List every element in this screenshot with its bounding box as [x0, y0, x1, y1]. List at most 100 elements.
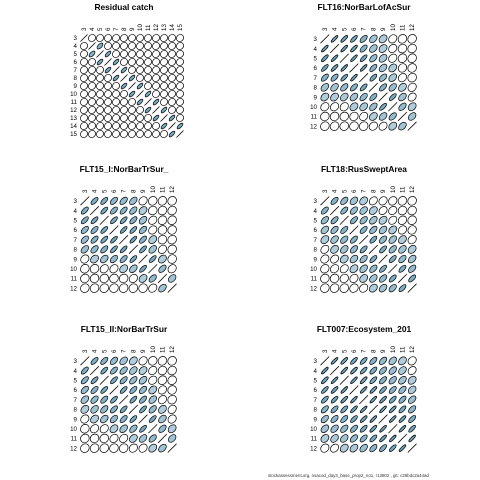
correlation-ellipse [129, 376, 138, 385]
correlation-ellipse [369, 366, 378, 375]
row-tick-label: 10 [310, 104, 317, 111]
correlation-ellipse [100, 245, 109, 254]
col-tick-label: 11 [159, 346, 166, 353]
correlation-ellipse [80, 424, 90, 434]
correlation-ellipse [100, 206, 109, 215]
correlation-ellipse [340, 386, 348, 394]
correlation-ellipse [148, 443, 158, 453]
col-tick-label: 8 [130, 349, 137, 353]
correlation-ellipse [359, 444, 368, 453]
correlation-ellipse [152, 58, 160, 66]
correlation-ellipse [168, 114, 176, 122]
correlation-ellipse [339, 121, 349, 131]
correlation-ellipse [109, 264, 119, 274]
correlation-ellipse [89, 273, 100, 284]
correlation-ellipse [129, 385, 138, 394]
correlation-ellipse [157, 244, 167, 254]
correlation-ellipse [379, 386, 387, 394]
correlation-ellipse [340, 83, 349, 92]
diagonal-mark [112, 66, 120, 74]
correlation-ellipse [340, 206, 349, 215]
correlation-ellipse [152, 98, 160, 106]
correlation-ellipse [350, 357, 358, 365]
correlation-ellipse [144, 114, 152, 122]
correlation-ellipse [88, 34, 96, 42]
diagonal-mark [407, 443, 417, 453]
correlation-ellipse [152, 114, 160, 122]
correlation-ellipse [144, 66, 152, 74]
correlation-ellipse [359, 44, 368, 53]
col-tick-label: 14 [169, 24, 176, 31]
correlation-ellipse [152, 74, 160, 82]
correlation-ellipse [129, 226, 138, 234]
correlation-panel-flt15-ii: FLT15_II:NorBarTrSur 3 4 5 6 7 8 9 10 11 12 3 4 5 6 7 8… [62, 324, 186, 458]
col-tick-label: 9 [140, 349, 147, 353]
correlation-ellipse [119, 366, 128, 375]
correlation-ellipse [148, 245, 157, 254]
diagonal-mark [109, 225, 119, 235]
correlation-ellipse [340, 424, 349, 433]
correlation-ellipse [136, 66, 144, 74]
correlation-ellipse [138, 443, 148, 453]
correlation-ellipse [388, 196, 398, 206]
correlation-ellipse [148, 235, 158, 244]
row-tick-label: 12 [70, 107, 77, 114]
correlation-ellipse [167, 365, 177, 376]
correlation-ellipse [398, 245, 407, 254]
correlation-ellipse [340, 357, 348, 365]
correlation-ellipse [330, 35, 339, 43]
row-tick-label: 9 [74, 416, 78, 423]
correlation-ellipse [120, 90, 128, 98]
col-tick-label: 4 [332, 349, 339, 353]
correlation-ellipse [120, 82, 128, 90]
correlation-ellipse [120, 58, 128, 66]
row-tick-label: 4 [314, 368, 318, 375]
correlation-ellipse [378, 196, 388, 206]
col-tick-label: 7 [361, 27, 368, 31]
correlation-ellipse [89, 264, 100, 274]
correlation-ellipse [96, 74, 104, 82]
correlation-ellipse [112, 82, 120, 90]
correlation-ellipse [379, 425, 387, 433]
row-tick-label: 7 [314, 397, 318, 404]
correlation-ellipse [136, 98, 144, 106]
row-tick-label: 5 [314, 377, 318, 384]
correlation-ellipse [340, 366, 348, 375]
row-tick-label: 3 [314, 36, 318, 43]
correlation-ellipse [128, 90, 136, 98]
correlation-ellipse [388, 63, 398, 73]
correlation-ellipse [148, 205, 158, 216]
correlation-ellipse [80, 82, 88, 90]
col-tick-label: 4 [92, 189, 99, 193]
correlation-ellipse [128, 106, 136, 114]
correlation-ellipse [369, 444, 378, 453]
correlation-ellipse [379, 264, 387, 273]
row-tick-label: 3 [74, 198, 78, 205]
correlation-ellipse [136, 34, 144, 42]
correlation-ellipse [369, 415, 378, 423]
col-tick-label: 15 [177, 24, 184, 31]
correlation-ellipse [112, 98, 120, 106]
correlation-ellipse [80, 254, 90, 264]
correlation-ellipse [407, 53, 417, 63]
correlation-ellipse [168, 58, 176, 66]
correlation-ellipse [350, 54, 358, 62]
col-tick-label: 11 [145, 24, 152, 31]
correlation-ellipse [152, 42, 160, 50]
correlation-ellipse [407, 366, 417, 375]
correlation-ellipse [152, 66, 160, 74]
correlation-ellipse [398, 102, 407, 111]
correlation-ellipse [340, 225, 349, 234]
correlation-ellipse [378, 215, 388, 225]
col-tick-label: 10 [150, 186, 157, 193]
correlation-ellipse [176, 66, 184, 74]
diagonal-mark [128, 404, 138, 414]
correlation-ellipse [160, 90, 168, 98]
correlation-ellipse [152, 82, 160, 90]
correlation-ellipse [129, 434, 138, 443]
correlation-ellipse [157, 385, 167, 395]
correlation-ellipse [321, 395, 329, 404]
correlation-ellipse [339, 111, 349, 122]
correlation-ellipse [330, 102, 340, 112]
